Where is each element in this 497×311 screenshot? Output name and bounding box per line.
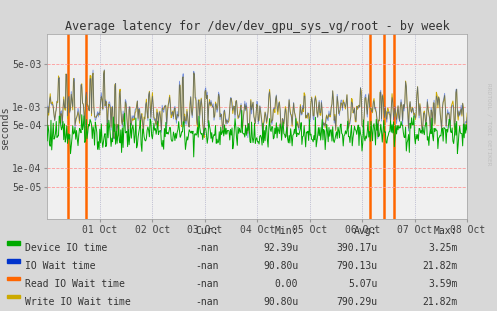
Text: 3.25m: 3.25m [428, 243, 457, 253]
Text: 790.13u: 790.13u [336, 261, 378, 271]
Text: 21.82m: 21.82m [422, 261, 457, 271]
FancyBboxPatch shape [7, 295, 20, 298]
Title: Average latency for /dev/dev_gpu_sys_vg/root - by week: Average latency for /dev/dev_gpu_sys_vg/… [65, 20, 450, 33]
FancyBboxPatch shape [7, 241, 20, 245]
Text: Read IO Wait time: Read IO Wait time [25, 279, 125, 289]
Text: Avg:: Avg: [354, 226, 378, 236]
Text: RRDTOOL / TOBI OETIKER: RRDTOOL / TOBI OETIKER [486, 83, 491, 166]
FancyBboxPatch shape [7, 259, 20, 262]
Text: Write IO Wait time: Write IO Wait time [25, 297, 131, 307]
Text: Max:: Max: [434, 226, 457, 236]
Text: 90.80u: 90.80u [263, 261, 298, 271]
Text: 5.07u: 5.07u [348, 279, 378, 289]
Text: Device IO time: Device IO time [25, 243, 107, 253]
Text: -nan: -nan [195, 297, 219, 307]
Text: 3.59m: 3.59m [428, 279, 457, 289]
Text: 92.39u: 92.39u [263, 243, 298, 253]
Text: Min:: Min: [275, 226, 298, 236]
Text: IO Wait time: IO Wait time [25, 261, 95, 271]
Y-axis label: seconds: seconds [0, 105, 9, 149]
Text: Cur:: Cur: [195, 226, 219, 236]
Text: 390.17u: 390.17u [336, 243, 378, 253]
Text: 21.82m: 21.82m [422, 297, 457, 307]
Text: -nan: -nan [195, 279, 219, 289]
Text: 0.00: 0.00 [275, 279, 298, 289]
Text: 790.29u: 790.29u [336, 297, 378, 307]
FancyBboxPatch shape [7, 277, 20, 281]
Text: -nan: -nan [195, 261, 219, 271]
Text: 90.80u: 90.80u [263, 297, 298, 307]
Text: -nan: -nan [195, 243, 219, 253]
